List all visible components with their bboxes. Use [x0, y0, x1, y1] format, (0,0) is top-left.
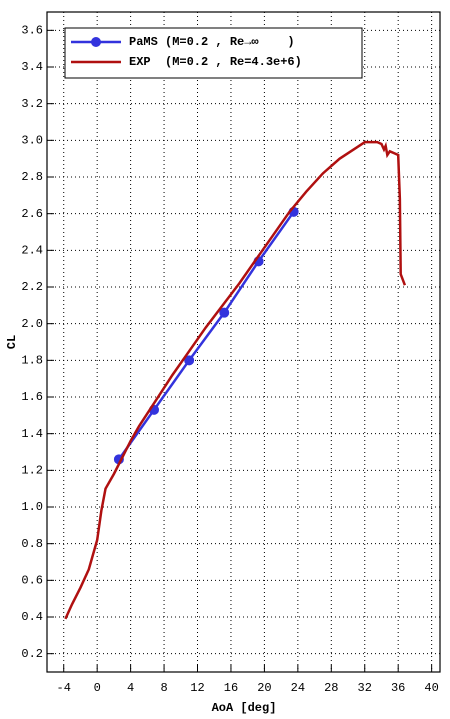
x-tick-label: -4	[57, 681, 71, 695]
x-tick-label: 32	[358, 681, 372, 695]
y-tick-label: 0.4	[21, 610, 43, 624]
y-tick-label: 1.6	[21, 390, 43, 404]
y-tick-label: 2.4	[21, 244, 43, 258]
y-tick-label: 1.0	[21, 500, 43, 514]
x-tick-label: 4	[127, 681, 134, 695]
y-tick-label: 3.2	[21, 97, 43, 111]
y-tick-label: 0.8	[21, 537, 43, 551]
x-tick-label: 16	[224, 681, 238, 695]
y-tick-label: 1.4	[21, 427, 43, 441]
data-point	[219, 307, 230, 318]
x-tick-label: 20	[257, 681, 271, 695]
legend-box	[64, 27, 363, 79]
data-point	[184, 355, 195, 366]
x-tick-label: 40	[424, 681, 438, 695]
x-tick-label: 24	[291, 681, 305, 695]
legend-label: PaMS (M=0.2 , Re→∞ )	[129, 35, 295, 49]
y-tick-label: 3.4	[21, 60, 43, 74]
x-tick-label: 12	[190, 681, 204, 695]
x-tick-label: 0	[94, 681, 101, 695]
y-axis-label: CL	[5, 335, 19, 349]
data-line	[117, 211, 295, 461]
x-tick-label: 8	[160, 681, 167, 695]
x-axis-label: AoA [deg]	[212, 701, 277, 715]
y-tick-label: 1.2	[21, 464, 43, 478]
plot-area	[47, 12, 440, 672]
y-tick-label: 3.6	[21, 24, 43, 38]
y-tick-label: 3.0	[21, 134, 43, 148]
x-tick-label: 36	[391, 681, 405, 695]
legend-marker	[91, 37, 101, 47]
y-tick-label: 2.0	[21, 317, 43, 331]
y-tick-label: 2.6	[21, 207, 43, 221]
x-tick-label: 28	[324, 681, 338, 695]
plot-frame	[46, 11, 441, 673]
y-tick-label: 1.8	[21, 354, 43, 368]
y-tick-label: 0.2	[21, 647, 43, 661]
legend-label: EXP (M=0.2 , Re=4.3e+6)	[129, 55, 302, 69]
y-tick-label: 0.6	[21, 574, 43, 588]
y-tick-label: 2.8	[21, 170, 43, 184]
data-line	[64, 140, 407, 620]
y-tick-label: 2.2	[21, 280, 43, 294]
